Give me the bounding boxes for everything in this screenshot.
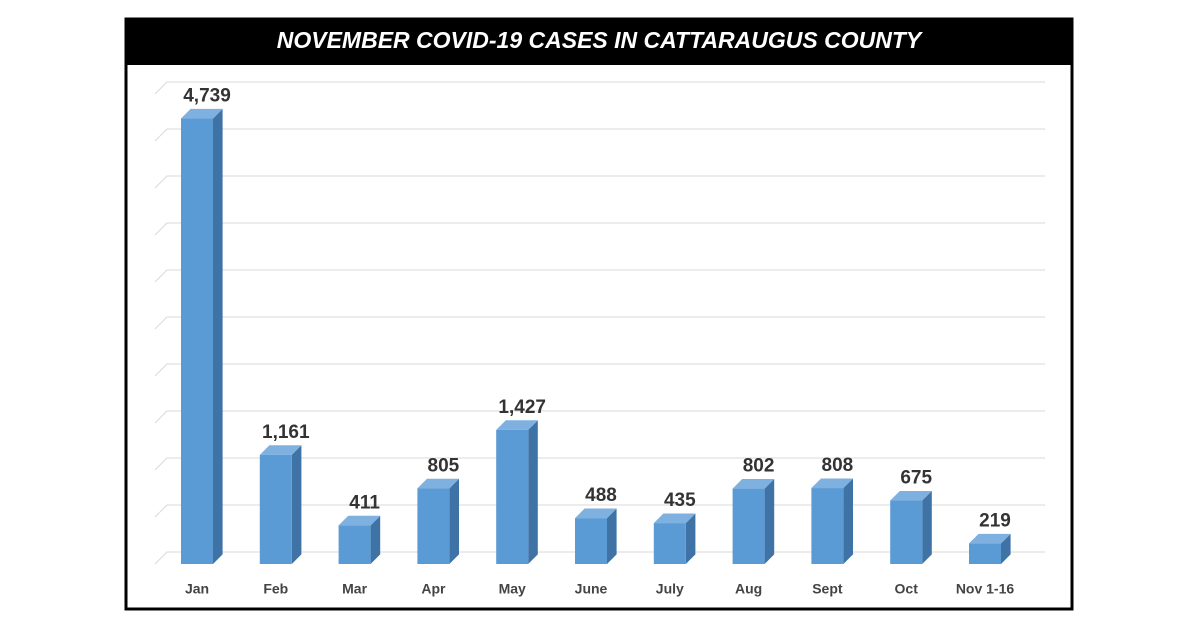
bar-side — [528, 420, 538, 564]
bar-top — [969, 533, 1011, 544]
x-tick-label: Feb — [263, 581, 288, 597]
bar-side — [607, 508, 617, 564]
chart-title: NOVEMBER COVID-19 CASES IN CATTARAUGUS C… — [277, 27, 924, 53]
value-label: 219 — [979, 510, 1011, 531]
grid-line — [154, 128, 1045, 142]
bar-top — [653, 513, 696, 524]
bar-side — [685, 513, 696, 564]
bar-top — [417, 478, 459, 489]
bar — [496, 429, 529, 564]
bar — [969, 543, 1001, 564]
x-tick-label: May — [499, 581, 526, 597]
bar — [181, 118, 213, 564]
bar-side — [291, 445, 302, 564]
value-label: 805 — [428, 455, 460, 476]
value-label: 675 — [900, 468, 932, 489]
bar-side — [213, 108, 223, 565]
bar — [417, 488, 450, 564]
bar — [653, 523, 686, 564]
bar — [575, 518, 607, 564]
value-label: 1,427 — [498, 397, 546, 418]
bar — [732, 488, 765, 564]
bar-top — [890, 490, 932, 501]
x-tick-label: June — [575, 581, 608, 597]
value-label: 488 — [585, 485, 617, 506]
title-bar — [126, 19, 1072, 65]
bar-side — [370, 515, 381, 564]
x-tick-label: July — [656, 581, 684, 597]
bar-side — [922, 490, 932, 564]
bar — [338, 525, 371, 564]
grid-line — [154, 410, 1045, 424]
bar-top — [259, 445, 302, 455]
bar-side — [1001, 533, 1011, 564]
value-label: 1,161 — [262, 422, 310, 443]
bar — [259, 454, 292, 564]
x-tick-label: Apr — [421, 581, 446, 597]
bar-side — [843, 478, 853, 564]
bar — [890, 500, 923, 564]
bar-top — [732, 479, 775, 489]
bar-side — [764, 479, 775, 564]
grid-line — [154, 363, 1045, 377]
grid-line — [154, 269, 1045, 283]
x-tick-label: Jan — [185, 581, 209, 597]
value-label: 808 — [822, 455, 854, 476]
bar-top — [496, 420, 538, 430]
x-tick-label: Mar — [342, 581, 367, 597]
value-label: 802 — [743, 456, 775, 477]
x-tick-label: Oct — [895, 581, 919, 597]
grid-line — [154, 457, 1045, 471]
x-tick-label: Aug — [735, 581, 762, 597]
x-tick-label: Sept — [812, 581, 843, 597]
grid-line — [154, 81, 1045, 95]
value-label: 4,739 — [183, 86, 231, 107]
bar-top — [575, 508, 617, 519]
bar — [811, 488, 844, 564]
bar-top — [181, 108, 223, 119]
bar-top — [811, 478, 853, 489]
value-label: 411 — [349, 492, 380, 513]
grid-line — [154, 222, 1045, 236]
grid-line — [154, 175, 1045, 189]
bar-top — [338, 515, 381, 526]
value-label: 435 — [664, 490, 696, 511]
grid-line — [154, 316, 1045, 330]
x-tick-label: Nov 1-16 — [956, 581, 1015, 597]
bar-side — [449, 478, 459, 564]
